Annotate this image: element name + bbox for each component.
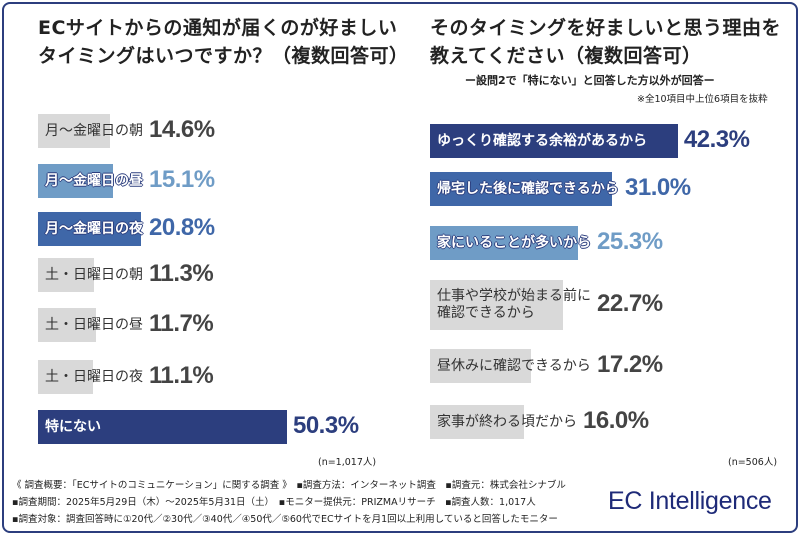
footer-line1: 《 調査概要：「ECサイトのコミュニケーション」に関する調査 》 ▪調査方法：イ… bbox=[12, 480, 566, 491]
value-label: 15.1% bbox=[149, 166, 215, 193]
bar-label: 昼休みに確認できるから bbox=[437, 357, 591, 374]
bar-label: 家事が終わる頃だから bbox=[437, 413, 577, 430]
bar bbox=[38, 308, 96, 342]
ec-intelligence-logo: EC Intelligence bbox=[608, 487, 772, 515]
bar bbox=[430, 172, 612, 206]
bar bbox=[430, 280, 564, 330]
bar-label: 特にない bbox=[45, 418, 101, 435]
footer-line2: ▪調査期間：2025年5月29日（木）～2025年5月31日（土） ▪モニター提… bbox=[12, 497, 536, 508]
right-title-line1: そのタイミングを好ましいと思う理由を bbox=[430, 17, 782, 39]
bar bbox=[430, 226, 579, 260]
right-subtitle: ー設問2で「特にない」と回答した方以外が回答ー bbox=[465, 74, 715, 87]
value-label: 11.3% bbox=[149, 260, 214, 287]
bar-label: 家にいることが多いから bbox=[437, 234, 591, 251]
bar-label: 月～金曜日の朝 bbox=[45, 122, 143, 139]
value-label: 11.7% bbox=[149, 310, 214, 337]
right-title: そのタイミングを好ましいと思う理由を 教えてください（複数回答可） bbox=[430, 14, 781, 70]
right-sample-size: (n=506人) bbox=[728, 457, 778, 468]
bar-label: 土・日曜日の夜 bbox=[45, 368, 143, 385]
left-title-line2: タイミングはいつですか？（複数回答可） bbox=[38, 45, 409, 67]
value-label: 11.1% bbox=[149, 362, 214, 389]
value-label: 22.7% bbox=[597, 290, 663, 317]
value-label: 17.2% bbox=[597, 351, 663, 378]
bar-label: 月～金曜日の昼 bbox=[45, 172, 143, 189]
value-label: 42.3% bbox=[683, 126, 750, 153]
bar-label: 帰宅した後に確認できるから bbox=[437, 180, 619, 197]
bar-label: ゆっくり確認する余裕があるから bbox=[437, 132, 647, 149]
bar bbox=[38, 410, 287, 444]
value-label: 16.0% bbox=[583, 407, 649, 434]
right-title-line2: 教えてください（複数回答可） bbox=[430, 45, 702, 67]
bar-label: 月～金曜日の夜 bbox=[45, 220, 143, 237]
value-label: 25.3% bbox=[597, 228, 663, 255]
left-title-line1: ECサイトからの通知が届くのが好ましい bbox=[38, 17, 398, 39]
value-label: 50.3% bbox=[292, 412, 359, 439]
bar bbox=[430, 405, 524, 439]
bar bbox=[38, 114, 111, 148]
right-note: ※全10項目中上位6項目を抜粋 bbox=[637, 94, 768, 105]
bar bbox=[430, 349, 531, 383]
left-title: ECサイトからの通知が届くのが好ましい タイミングはいつですか？（複数回答可） bbox=[38, 14, 409, 70]
left-sample-size: (n=1,017人) bbox=[318, 457, 377, 468]
bar-label: 土・日曜日の昼 bbox=[45, 316, 143, 333]
value-label: 20.8% bbox=[149, 214, 215, 241]
bar bbox=[38, 164, 113, 198]
bar bbox=[38, 212, 141, 246]
value-label: 14.6% bbox=[149, 116, 215, 143]
bar bbox=[430, 124, 678, 158]
footer-line3: ▪調査対象：調査回答時に①20代／②30代／③40代／④50代／⑤60代でECサ… bbox=[12, 514, 558, 525]
bar-label: 仕事や学校が始まる前に 確認できるから bbox=[437, 288, 591, 321]
bar-label: 土・日曜日の朝 bbox=[45, 266, 143, 283]
bar bbox=[38, 360, 93, 394]
bar bbox=[38, 258, 94, 292]
value-label: 31.0% bbox=[625, 174, 691, 201]
